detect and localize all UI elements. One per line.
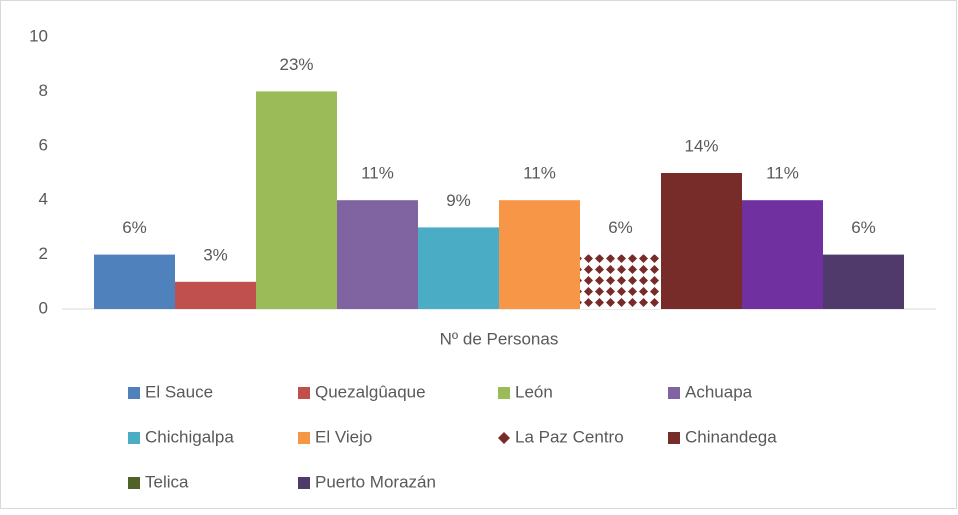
legend-swatch: [298, 387, 310, 399]
legend-label: El Sauce: [145, 382, 213, 401]
y-tick-label: 4: [39, 190, 48, 209]
bar: [742, 200, 823, 309]
legend-label: Chinandega: [685, 427, 777, 446]
data-label: 14%: [684, 136, 718, 155]
data-label: 11%: [766, 164, 799, 183]
data-label: 23%: [279, 55, 313, 74]
x-tick-label: Nº de Personas: [440, 329, 559, 348]
legend-swatch: [498, 432, 510, 444]
data-label: 11%: [523, 164, 556, 183]
data-label: 9%: [446, 191, 471, 210]
data-label: 6%: [608, 218, 633, 237]
y-tick-label: 0: [39, 298, 48, 317]
y-tick-label: 2: [39, 244, 48, 263]
y-tick-label: 8: [39, 81, 48, 100]
legend-label: Chichigalpa: [145, 427, 234, 446]
data-label: 6%: [122, 218, 147, 237]
legend-swatch: [128, 432, 140, 444]
bar: [499, 200, 580, 309]
bar: [418, 227, 499, 309]
legend-swatch: [298, 477, 310, 489]
legend-label: El Viejo: [315, 427, 372, 446]
y-tick-label: 10: [29, 26, 48, 45]
bar: [337, 200, 418, 309]
bar: [94, 254, 175, 309]
bar: [580, 254, 661, 309]
legend-swatch: [498, 387, 510, 399]
bar: [823, 254, 904, 309]
legend-swatch: [668, 432, 680, 444]
y-tick-label: 6: [39, 135, 48, 154]
legend-swatch: [128, 387, 140, 399]
legend-label: León: [515, 382, 553, 401]
data-label: 3%: [203, 245, 228, 264]
data-label: 11%: [361, 164, 394, 183]
legend-label: Quezalgûaque: [315, 382, 426, 401]
bar: [256, 91, 337, 310]
legend-label: Achuapa: [685, 382, 753, 401]
bar: [661, 173, 742, 309]
legend-label: Puerto Morazán: [315, 472, 436, 491]
legend-label: Telica: [145, 472, 189, 491]
data-label: 6%: [851, 218, 876, 237]
legend-swatch: [668, 387, 680, 399]
legend-swatch: [128, 477, 140, 489]
bar: [175, 281, 256, 309]
legend-label: La Paz Centro: [515, 427, 624, 446]
legend-swatch: [298, 432, 310, 444]
